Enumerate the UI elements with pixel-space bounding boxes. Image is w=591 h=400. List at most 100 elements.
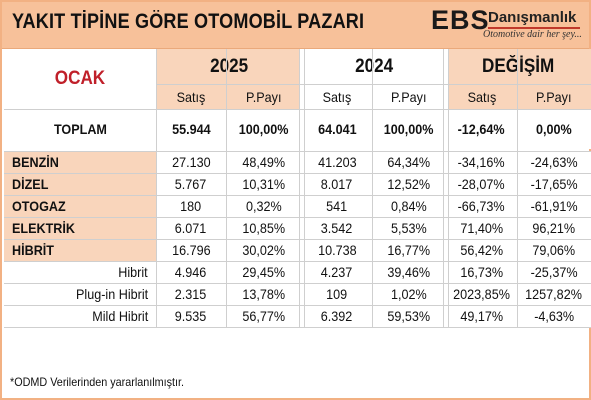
row-divider bbox=[4, 239, 591, 240]
subheader-2: Satış bbox=[302, 84, 372, 109]
period-label: OCAK bbox=[4, 49, 156, 109]
table-cell: -4,63% bbox=[517, 305, 591, 327]
table-cell: 16,73% bbox=[446, 261, 517, 283]
table-cell: 541 bbox=[302, 195, 372, 217]
table-cell: 9.535 bbox=[156, 305, 226, 327]
table-cell: 180 bbox=[156, 195, 226, 217]
table-cell: 5.767 bbox=[156, 173, 226, 195]
table-cell: -12,64% bbox=[446, 109, 517, 149]
table-cell: 96,21% bbox=[517, 217, 591, 239]
table-cell: 2.315 bbox=[156, 283, 226, 305]
table-cell: -25,37% bbox=[517, 261, 591, 283]
group-divider bbox=[299, 49, 300, 327]
table-cell: 2023,85% bbox=[446, 283, 517, 305]
row-divider bbox=[4, 151, 591, 152]
row-divider bbox=[156, 84, 591, 85]
table-cell: 4.237 bbox=[302, 261, 372, 283]
table-cell: 16.796 bbox=[156, 239, 226, 261]
column-divider bbox=[299, 49, 305, 327]
group-header-1: 2024 bbox=[302, 49, 446, 84]
row-divider bbox=[4, 261, 591, 262]
table-cell: 5,53% bbox=[372, 217, 446, 239]
table-cell: 79,06% bbox=[517, 239, 591, 261]
row-divider bbox=[4, 173, 591, 174]
table-cell: 12,52% bbox=[372, 173, 446, 195]
table-cell: 71,40% bbox=[446, 217, 517, 239]
table-cell: 49,17% bbox=[446, 305, 517, 327]
source-footnote: *ODMD Verilerinden yararlanılmıştır. bbox=[10, 375, 185, 389]
table-cell: 0,00% bbox=[517, 109, 591, 149]
table-cell: 39,46% bbox=[372, 261, 446, 283]
table-cell: 59,53% bbox=[372, 305, 446, 327]
column-divider bbox=[517, 49, 518, 327]
page-title: YAKIT TİPİNE GÖRE OTOMOBİL PAZARI bbox=[12, 10, 365, 33]
ebs-logo: EBS Danışmanlık Otomotive dair her şey..… bbox=[431, 5, 582, 42]
row-divider bbox=[4, 109, 591, 110]
group-divider bbox=[443, 49, 444, 327]
table-cell: -66,73% bbox=[446, 195, 517, 217]
subheader-1: P.Payı bbox=[226, 84, 302, 109]
subheader-4: Satış bbox=[446, 84, 517, 109]
column-divider bbox=[226, 49, 227, 327]
subheader-0: Satış bbox=[156, 84, 226, 109]
table-cell: 27.130 bbox=[156, 151, 226, 173]
table-cell: 6.392 bbox=[302, 305, 372, 327]
group-divider bbox=[448, 49, 449, 327]
table-cell: 6.071 bbox=[156, 217, 226, 239]
table-cell: 0,32% bbox=[226, 195, 302, 217]
subheader-3: P.Payı bbox=[372, 84, 446, 109]
row-label: TOPLAM bbox=[4, 109, 156, 149]
table-cell: 8.017 bbox=[302, 173, 372, 195]
table-cell: -61,91% bbox=[517, 195, 591, 217]
table-cell: 1,02% bbox=[372, 283, 446, 305]
table-cell: 30,02% bbox=[226, 239, 302, 261]
group-header-0: 2025 bbox=[156, 49, 302, 84]
row-label: OTOGAZ bbox=[4, 195, 156, 217]
column-divider bbox=[372, 49, 373, 327]
table-cell: 13,78% bbox=[226, 283, 302, 305]
table-cell: 10.738 bbox=[302, 239, 372, 261]
table-cell: -28,07% bbox=[446, 173, 517, 195]
table-cell: 64.041 bbox=[302, 109, 372, 149]
logo-underline bbox=[488, 27, 580, 29]
logo-mark: EBS bbox=[431, 5, 490, 35]
logo-brand: Danışmanlık bbox=[488, 9, 577, 26]
table-cell: 48,49% bbox=[226, 151, 302, 173]
row-label: Mild Hibrit bbox=[4, 305, 156, 327]
column-divider bbox=[156, 49, 157, 327]
table-cell: 55.944 bbox=[156, 109, 226, 149]
row-divider bbox=[4, 327, 591, 328]
row-divider bbox=[4, 305, 591, 306]
table-cell: 41.203 bbox=[302, 151, 372, 173]
table-cell: -34,16% bbox=[446, 151, 517, 173]
group-header-2: DEĞİŞİM bbox=[446, 49, 591, 84]
row-label: Hibrit bbox=[4, 261, 156, 283]
row-label: DİZEL bbox=[4, 173, 156, 195]
header-bar: YAKIT TİPİNE GÖRE OTOMOBİL PAZARI EBS Da… bbox=[2, 2, 589, 49]
table-cell: 56,77% bbox=[226, 305, 302, 327]
row-divider bbox=[4, 283, 591, 284]
table-cell: 29,45% bbox=[226, 261, 302, 283]
logo-slogan: Otomotive dair her şey... bbox=[483, 29, 582, 40]
row-label: Plug-in Hibrit bbox=[4, 283, 156, 305]
table-cell: -24,63% bbox=[517, 151, 591, 173]
column-divider bbox=[443, 49, 449, 327]
table-cell: 10,31% bbox=[226, 173, 302, 195]
table-cell: 100,00% bbox=[226, 109, 302, 149]
row-label: BENZİN bbox=[4, 151, 156, 173]
table-cell: 0,84% bbox=[372, 195, 446, 217]
table-cell: 16,77% bbox=[372, 239, 446, 261]
row-label: HİBRİT bbox=[4, 239, 156, 261]
group-divider bbox=[304, 49, 305, 327]
row-label: ELEKTRİK bbox=[4, 217, 156, 239]
table-cell: 1257,82% bbox=[517, 283, 591, 305]
row-divider bbox=[4, 195, 591, 196]
table-cell: 56,42% bbox=[446, 239, 517, 261]
table-cell: 109 bbox=[302, 283, 372, 305]
table-cell: 100,00% bbox=[372, 109, 446, 149]
subheader-5: P.Payı bbox=[517, 84, 591, 109]
table-cell: 64,34% bbox=[372, 151, 446, 173]
table-cell: 4.946 bbox=[156, 261, 226, 283]
table-cell: 3.542 bbox=[302, 217, 372, 239]
